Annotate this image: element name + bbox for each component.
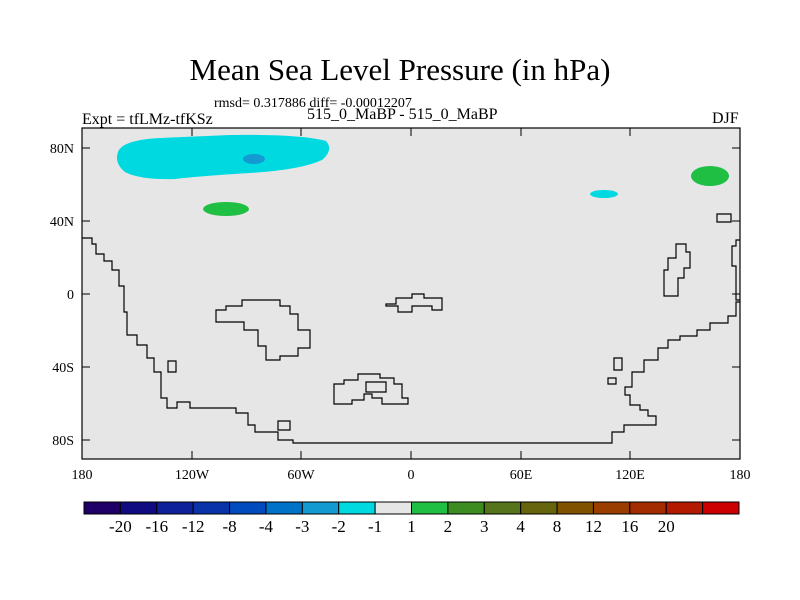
rmsd-diff-stats: rmsd= 0.317886 diff= -0.00012207 (214, 96, 412, 111)
lat-label-80n: 80N (50, 142, 74, 157)
lon-label-120w: 120W (175, 468, 210, 483)
coast-central-landmass (215, 299, 311, 361)
colorbar-box (483, 501, 522, 515)
lat-label-40s: 40S (52, 361, 74, 376)
coast-equatorial-island (385, 293, 443, 313)
colorbar-label: -2 (332, 517, 346, 536)
colorbar-box (192, 501, 231, 515)
lon-label-120e: 120E (615, 468, 645, 483)
lat-tick-marks (82, 147, 740, 441)
colorbar-box (83, 501, 121, 515)
lon-label-0: 0 (408, 468, 415, 483)
colorbar-box (265, 501, 303, 515)
anomaly-east-asia-negative (590, 190, 618, 198)
lon-label-180w: 180 (72, 468, 93, 483)
lon-label-60w: 60W (287, 468, 315, 483)
coast-southern-inner (365, 381, 387, 393)
anomaly-north-america-positive (203, 202, 249, 216)
map-title: Mean Sea Level Pressure (in hPa) (189, 52, 611, 87)
colorbar-box (156, 501, 194, 515)
lat-label-80s: 80S (52, 434, 74, 449)
coast-western-continent (82, 237, 740, 444)
season-label: DJF (712, 110, 739, 127)
colorbar-box (374, 501, 413, 515)
colorbar-label: -16 (145, 517, 168, 536)
coast-island-north-pacific (716, 213, 732, 223)
coast-small-islet-east2 (607, 377, 617, 385)
coast-east-landmass (663, 243, 691, 297)
lat-label-40n: 40N (50, 215, 74, 230)
colorbar-box (592, 501, 631, 515)
anomaly-north-pacific-positive (691, 166, 729, 186)
coast-small-islet-south (277, 420, 291, 431)
lon-label-180e: 180 (730, 468, 751, 483)
colorbar-label: 20 (658, 517, 675, 536)
coast-small-islet-west (167, 360, 177, 373)
colorbar-label: -3 (295, 517, 309, 536)
colorbar-label: 1 (407, 517, 416, 536)
lon-tick-marks (81, 128, 741, 459)
coast-southern-island (333, 373, 409, 405)
colorbar-box (301, 501, 340, 515)
colorbar-label: -20 (109, 517, 132, 536)
colorbar-box (411, 501, 449, 515)
colorbar-box (338, 501, 376, 515)
colorbar-box (229, 501, 267, 515)
colorbar-label: -8 (222, 517, 236, 536)
colorbar-label: 8 (553, 517, 562, 536)
lat-label-0: 0 (67, 288, 74, 303)
colorbar-box (447, 501, 485, 515)
colorbar-label: -4 (259, 517, 274, 536)
anomaly-arctic-negative (116, 134, 330, 180)
colorbar-box (520, 501, 558, 515)
colorbar-label: 4 (516, 517, 525, 536)
colorbar-box (665, 501, 704, 515)
colorbar (83, 501, 740, 515)
colorbar-box (702, 501, 740, 515)
colorbar-label: -1 (368, 517, 382, 536)
coast-small-islet-east (613, 357, 623, 371)
lon-label-60e: 60E (510, 468, 533, 483)
coastlines (82, 213, 740, 444)
colorbar-label: 2 (444, 517, 453, 536)
colorbar-label: 3 (480, 517, 489, 536)
run-comparison-label: 515_0_MaBP - 515_0_MaBP (307, 106, 498, 123)
anomaly-arctic-core (243, 154, 265, 164)
colorbar-box (556, 501, 594, 515)
colorbar-box (629, 501, 667, 515)
colorbar-label: 16 (621, 517, 638, 536)
colorbar-labels: -20 -16 -12 -8 -4 -3 -2 -1 1 2 3 4 8 12 16 20 (109, 517, 675, 536)
colorbar-box (119, 501, 158, 515)
colorbar-label: 12 (585, 517, 602, 536)
colorbar-label: -12 (182, 517, 205, 536)
experiment-label: Expt = tfLMz-tfKSz (82, 111, 213, 128)
